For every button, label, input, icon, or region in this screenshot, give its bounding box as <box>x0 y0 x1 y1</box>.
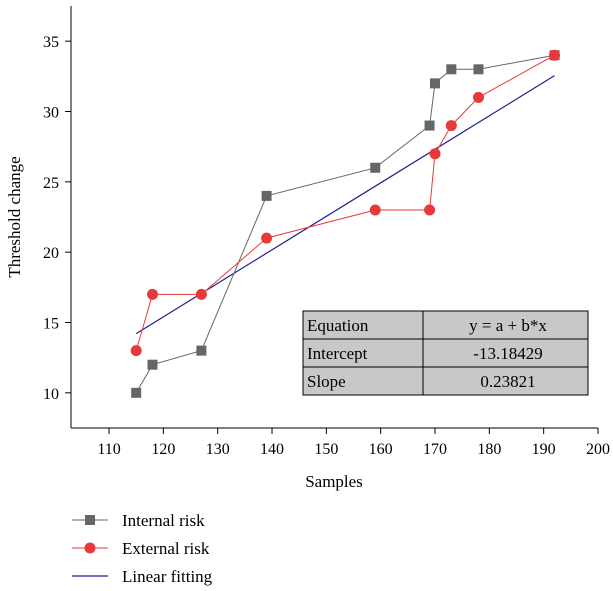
internal-risk-point <box>261 190 272 201</box>
internal-risk-point <box>196 345 207 356</box>
y-tick-label: 25 <box>43 175 59 192</box>
external-risk-point <box>429 148 441 160</box>
external-risk-point <box>445 120 457 132</box>
internal-risk-point <box>473 64 484 75</box>
x-axis-title: Samples <box>305 472 363 491</box>
x-tick-label: 140 <box>260 441 284 458</box>
internal-risk-point <box>430 78 441 89</box>
stats-table-value: -13.18429 <box>473 344 542 363</box>
x-tick-label: 190 <box>532 441 556 458</box>
internal-risk-point <box>147 359 158 370</box>
external-risk-point <box>369 204 381 216</box>
internal-risk-point <box>446 64 457 75</box>
external-risk-point <box>130 345 142 357</box>
legend: Internal risk External risk Linear fitting <box>72 511 213 586</box>
stats-table-background <box>302 310 589 396</box>
x-tick-label: 170 <box>423 441 447 458</box>
external-risk-point <box>472 91 484 103</box>
stats-table: Equation y = a + b*x Intercept -13.18429 Slo… <box>302 310 589 396</box>
external-risk-line <box>135 54 555 351</box>
external-risk-point <box>146 288 158 300</box>
x-tick-label: 150 <box>314 441 338 458</box>
internal-risk-legend-marker <box>85 515 95 525</box>
y-tick-label: 15 <box>43 316 59 333</box>
stats-table-value: y = a + b*x <box>469 316 547 335</box>
x-tick-label: 130 <box>206 441 230 458</box>
y-tick-label: 20 <box>43 245 59 262</box>
x-tick-label: 120 <box>151 441 175 458</box>
legend-label: External risk <box>122 539 210 558</box>
stats-table-key: Equation <box>307 316 369 335</box>
y-tick-label: 30 <box>43 105 59 122</box>
y-axis-title: Threshold change <box>5 156 24 277</box>
external-risk-point <box>549 49 561 61</box>
axes: 110 120 130 140 150 160 170 180 190 200 10 15 20 25 30… <box>43 6 610 458</box>
plot-area <box>130 49 561 398</box>
internal-risk-line <box>135 54 555 394</box>
x-tick-label: 160 <box>369 441 393 458</box>
internal-risk-point <box>131 387 142 398</box>
stats-table-key: Intercept <box>307 344 368 363</box>
internal-risk-point <box>370 162 381 173</box>
x-tick-label: 180 <box>477 441 501 458</box>
external-risk-point <box>195 288 207 300</box>
y-tick-label: 35 <box>43 34 59 51</box>
x-tick-label: 200 <box>586 441 610 458</box>
stats-table-value: 0.23821 <box>480 372 535 391</box>
external-risk-legend-marker <box>84 542 96 554</box>
legend-label: Linear fitting <box>122 567 213 586</box>
external-risk-point <box>261 232 273 244</box>
internal-risk-point <box>424 120 435 131</box>
external-risk-point <box>424 204 436 216</box>
legend-label: Internal risk <box>122 511 205 530</box>
x-tick-label: 110 <box>97 441 120 458</box>
stats-table-key: Slope <box>307 372 346 391</box>
y-tick-label: 10 <box>43 386 59 403</box>
